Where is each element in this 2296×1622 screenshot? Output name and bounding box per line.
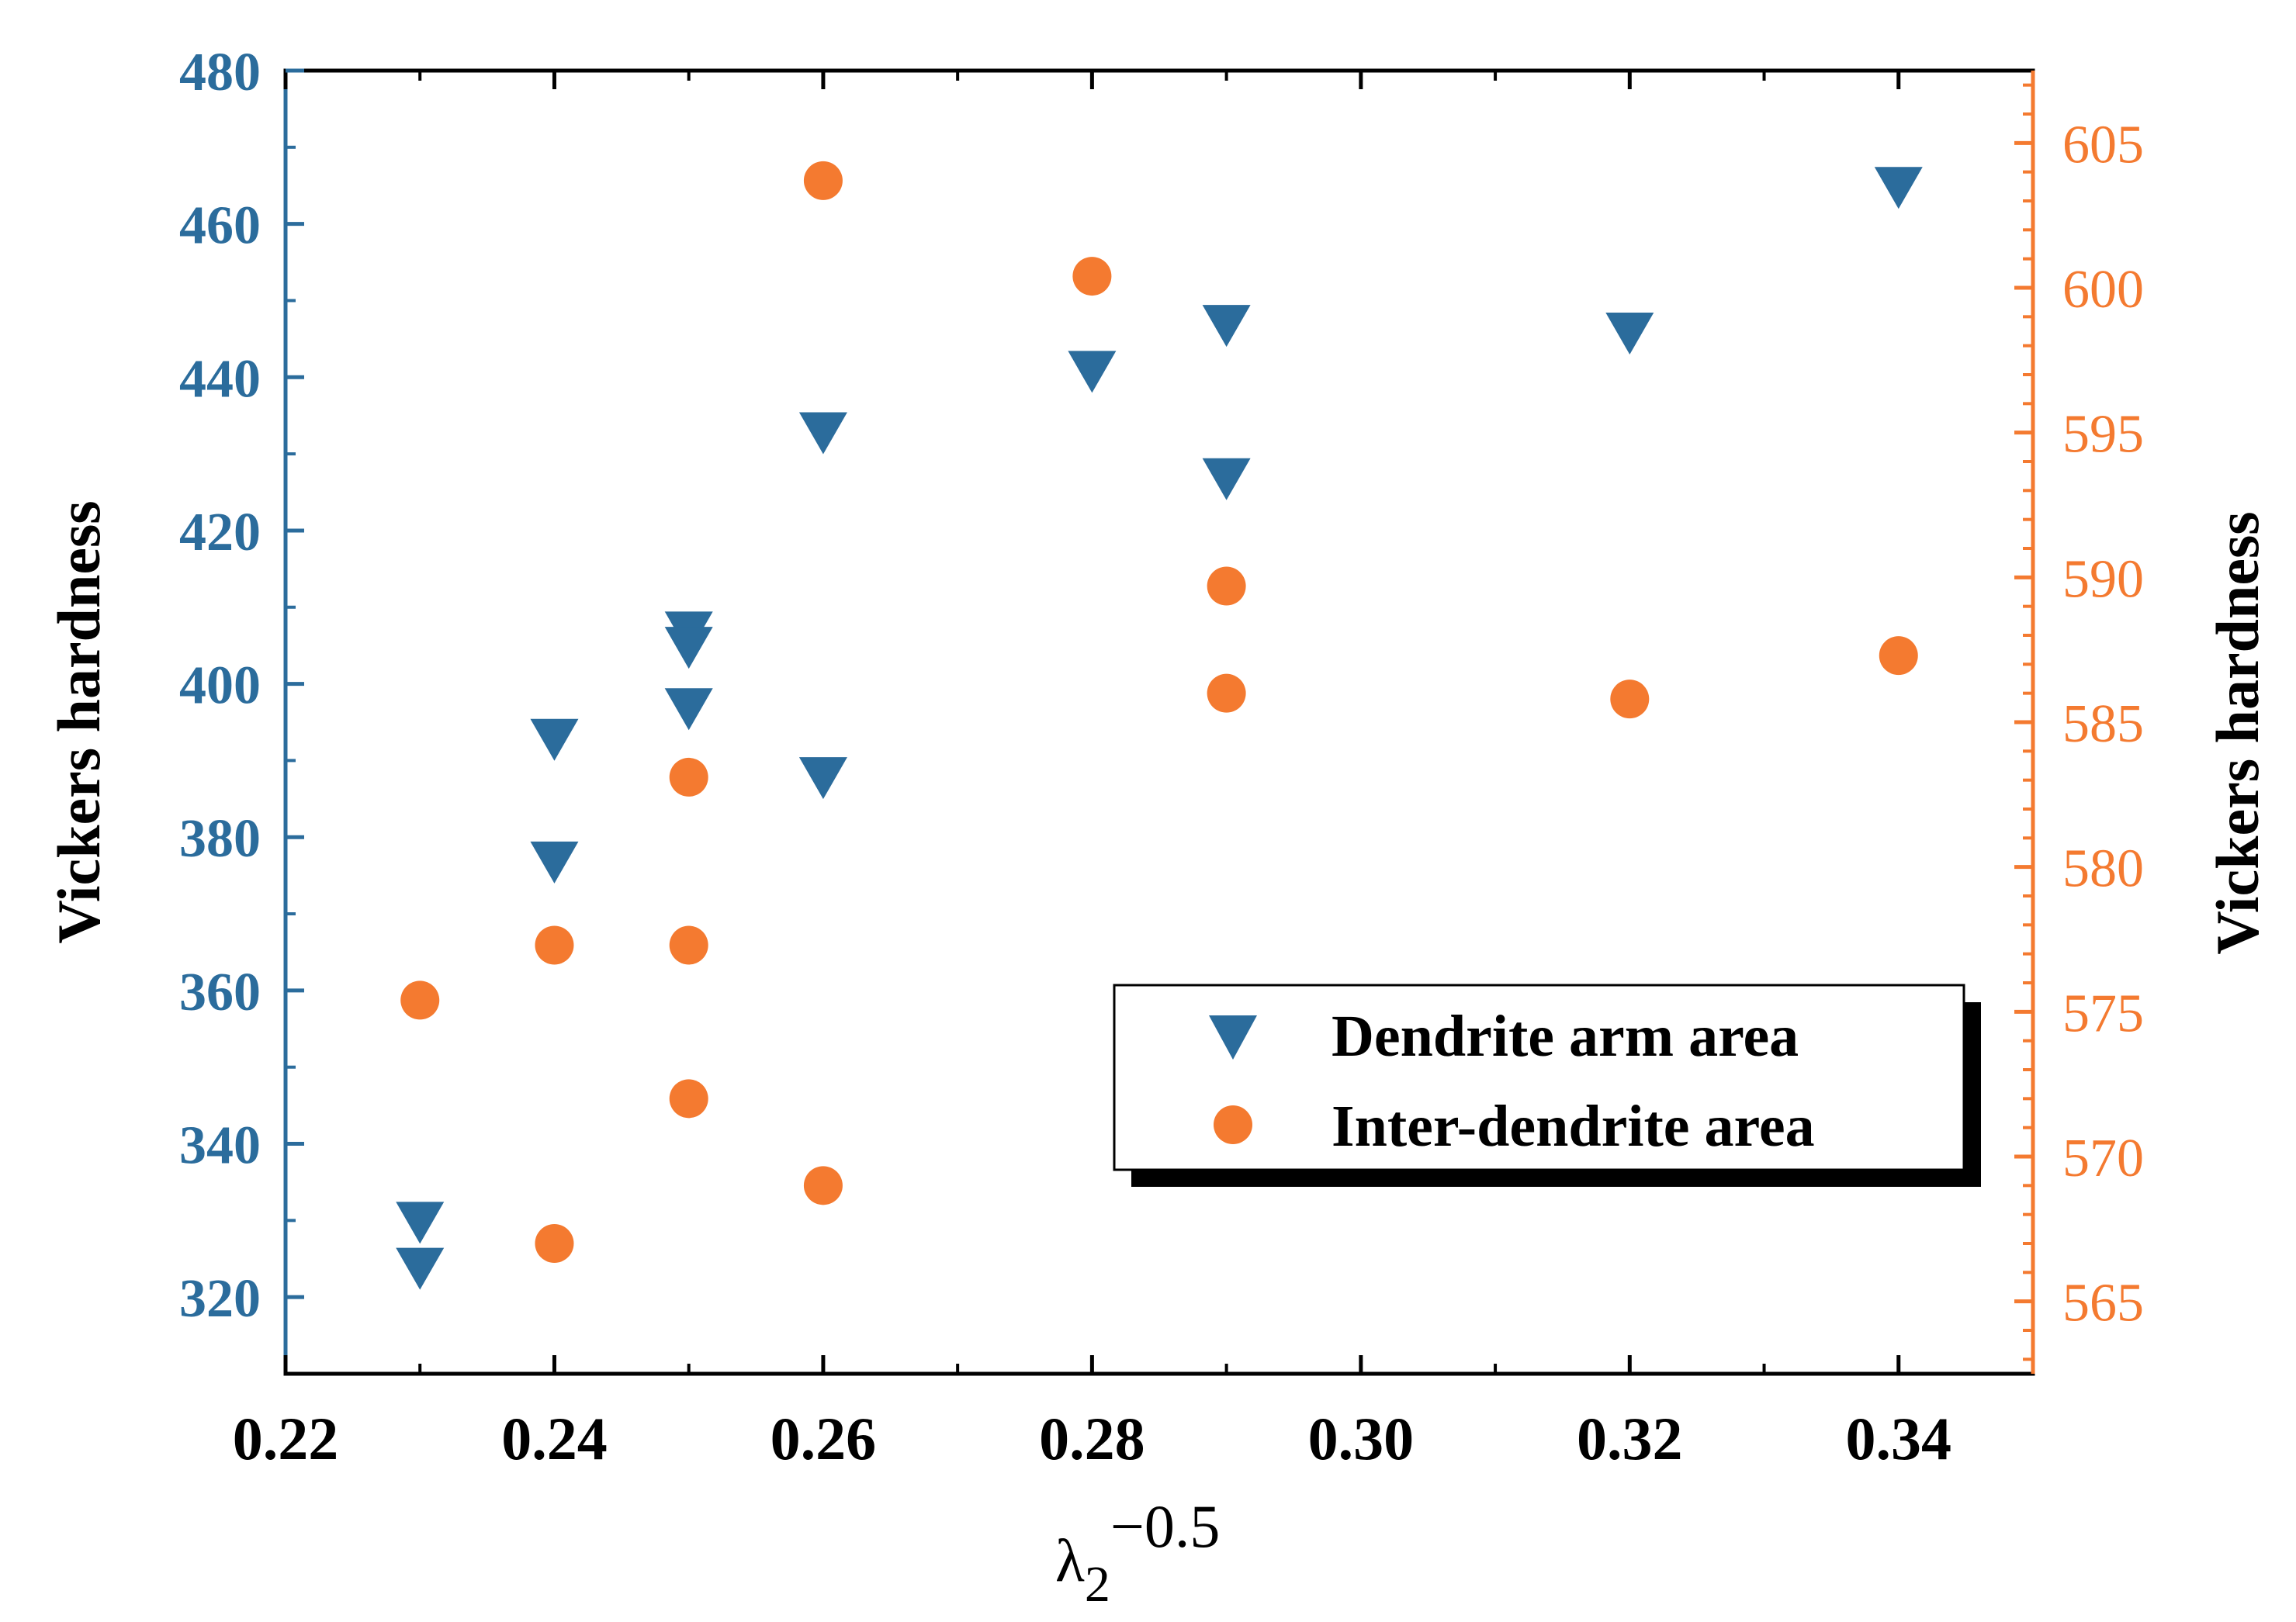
- inter-dendrite-point: [1879, 636, 1918, 676]
- x-axis-title-base: λ: [1055, 1527, 1085, 1594]
- x-tick-label: 0.22: [233, 1405, 339, 1472]
- legend-circle-marker: [1214, 1105, 1252, 1144]
- inter-dendrite-point: [535, 1224, 574, 1263]
- dendrite-arm-point: [1202, 458, 1251, 500]
- y-right-tick-label: 570: [2062, 1129, 2144, 1188]
- x-tick-label: 0.26: [771, 1405, 877, 1472]
- dendrite-arm-point: [1202, 305, 1251, 348]
- inter-dendrite-point: [1207, 566, 1246, 606]
- dendrite-arm-point: [1068, 351, 1117, 393]
- inter-dendrite-point: [1207, 673, 1246, 713]
- x-axis-ticks: 0.22 0.24 0.26 0.28 0.30 0.32 0.34: [233, 71, 1951, 1472]
- y-right-tick-label: 590: [2062, 549, 2144, 609]
- x-tick-label: 0.34: [1846, 1405, 1952, 1472]
- inter-dendrite-point: [669, 1079, 708, 1119]
- x-tick-label: 0.28: [1039, 1405, 1145, 1472]
- dendrite-arm-point: [396, 1202, 445, 1244]
- inter-dendrite-point: [535, 925, 574, 965]
- legend: Dendrite arm area Inter-dendrite area: [1113, 984, 1981, 1187]
- dendrite-arm-point: [530, 841, 579, 884]
- y-left-tick-label: 380: [179, 809, 261, 869]
- y-left-tick-label: 420: [179, 503, 261, 562]
- inter-dendrite-point: [669, 925, 708, 965]
- dendrite-arm-point: [798, 757, 847, 800]
- dendrite-arm-point: [664, 627, 713, 669]
- data-points: [396, 161, 1923, 1290]
- inter-dendrite-point: [400, 980, 440, 1020]
- x-axis-title-superscript: −0.5: [1110, 1492, 1221, 1560]
- x-axis-title: λ2−0.5: [1055, 1492, 1220, 1613]
- dendrite-arm-point: [1874, 167, 1923, 209]
- legend-label-inter-dendrite: Inter-dendrite area: [1332, 1094, 1815, 1159]
- y-right-tick-label: 575: [2062, 984, 2144, 1043]
- inter-dendrite-point: [669, 757, 708, 797]
- y-right-tick-label: 565: [2062, 1274, 2144, 1333]
- y-left-tick-label: 440: [179, 349, 261, 409]
- y-right-tick-label: 585: [2062, 694, 2144, 754]
- inter-dendrite-point: [803, 161, 843, 200]
- y-left-tick-label: 480: [179, 43, 261, 102]
- x-axis-title-subscript: 2: [1085, 1556, 1110, 1613]
- y-right-tick-label: 600: [2062, 260, 2144, 320]
- y-left-tick-label: 320: [179, 1269, 261, 1329]
- dendrite-arm-point: [396, 1247, 445, 1290]
- y-left-tick-label: 360: [179, 963, 261, 1022]
- x-tick-label: 0.32: [1577, 1405, 1683, 1472]
- y-left-tick-label: 340: [179, 1116, 261, 1176]
- dendrite-arm-point: [664, 688, 713, 731]
- left-y-axis-title: Vickers hardness: [45, 500, 113, 943]
- right-y-axis-ticks: 565 570 575 580 585 590 595 600 605: [2014, 83, 2144, 1361]
- right-y-axis-title: Vickers hardness: [2204, 511, 2271, 954]
- dendrite-arm-point: [798, 412, 847, 455]
- left-y-axis-ticks: 320 340 360 380 400 420 440 460 480: [179, 43, 304, 1329]
- x-tick-label: 0.24: [501, 1405, 608, 1472]
- dendrite-arm-point: [530, 718, 579, 761]
- y-right-tick-label: 580: [2062, 839, 2144, 899]
- y-right-tick-label: 595: [2062, 405, 2144, 465]
- inter-dendrite-point: [803, 1166, 843, 1205]
- dendrite-arm-point: [1605, 313, 1654, 354]
- inter-dendrite-point: [1072, 257, 1112, 296]
- y-left-tick-label: 400: [179, 656, 261, 716]
- inter-dendrite-point: [1610, 680, 1650, 719]
- y-right-tick-label: 605: [2062, 115, 2144, 175]
- y-left-tick-label: 460: [179, 196, 261, 256]
- x-tick-label: 0.30: [1308, 1405, 1415, 1472]
- legend-triangle-marker: [1209, 1015, 1257, 1060]
- legend-label-dendrite: Dendrite arm area: [1332, 1004, 1799, 1069]
